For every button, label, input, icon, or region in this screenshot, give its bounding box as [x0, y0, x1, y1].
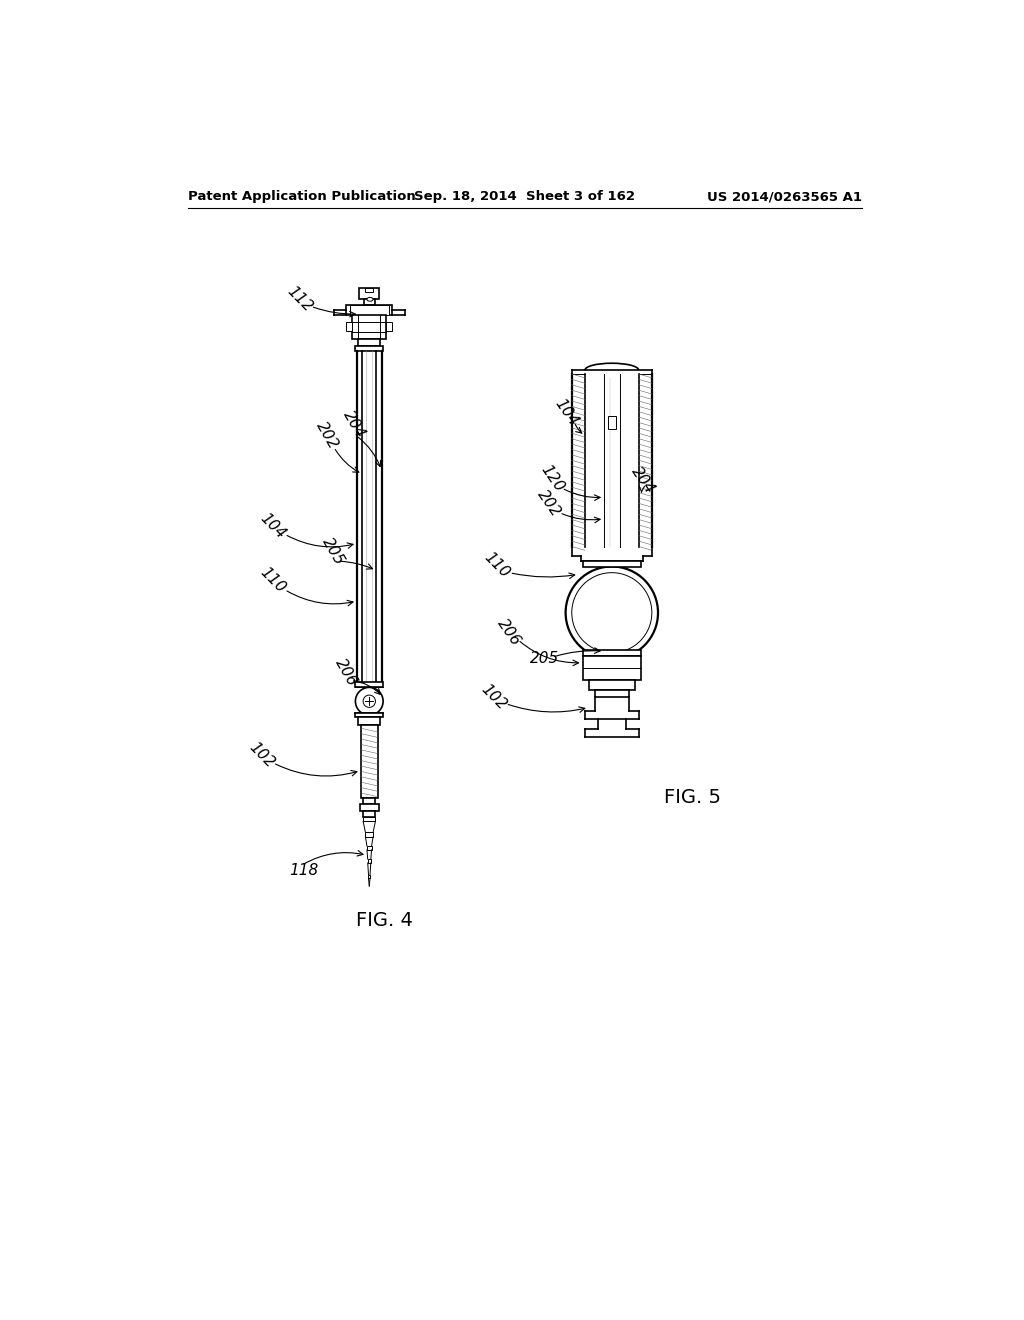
Text: 204: 204	[340, 408, 368, 441]
Bar	[355, 713, 383, 718]
Bar	[346, 305, 392, 315]
Text: 104: 104	[552, 396, 581, 429]
Text: 102: 102	[478, 681, 510, 713]
Text: 202: 202	[313, 420, 341, 451]
Bar	[358, 339, 380, 346]
Text: FIG. 5: FIG. 5	[665, 788, 721, 807]
Bar	[360, 804, 379, 810]
Bar	[350, 305, 388, 315]
Text: 118: 118	[289, 863, 318, 878]
Text: FIG. 4: FIG. 4	[356, 911, 413, 931]
Bar	[359, 288, 379, 298]
Bar	[355, 346, 383, 351]
Bar	[589, 681, 635, 689]
Bar	[355, 682, 383, 688]
Text: Sep. 18, 2014  Sheet 3 of 162: Sep. 18, 2014 Sheet 3 of 162	[415, 190, 635, 203]
Text: 110: 110	[257, 565, 289, 597]
Text: 120: 120	[538, 462, 567, 494]
Bar	[368, 859, 371, 863]
Bar	[366, 288, 373, 293]
Bar	[352, 315, 386, 339]
Text: 112: 112	[285, 284, 315, 315]
Circle shape	[565, 566, 658, 659]
Circle shape	[364, 696, 376, 708]
Text: 110: 110	[480, 549, 512, 581]
Ellipse shape	[367, 297, 373, 301]
Bar	[364, 799, 376, 804]
Bar	[608, 416, 615, 429]
Circle shape	[355, 688, 383, 715]
Text: 102: 102	[246, 739, 278, 771]
Bar	[364, 817, 376, 821]
Text: 205: 205	[319, 535, 347, 568]
Bar	[583, 649, 641, 656]
Bar	[369, 874, 370, 878]
Bar	[364, 810, 376, 817]
Text: 104: 104	[257, 511, 289, 543]
Bar	[386, 322, 392, 331]
Text: 205: 205	[530, 651, 559, 667]
Text: 204: 204	[628, 463, 657, 496]
Bar	[364, 298, 375, 305]
Text: 202: 202	[535, 487, 564, 520]
Bar	[367, 846, 372, 850]
Bar	[358, 718, 380, 725]
Bar	[366, 832, 373, 837]
Bar	[346, 322, 352, 331]
Text: US 2014/0263565 A1: US 2014/0263565 A1	[707, 190, 862, 203]
Text: Patent Application Publication: Patent Application Publication	[188, 190, 416, 203]
Bar	[360, 725, 378, 799]
Bar	[583, 561, 641, 568]
Text: 206: 206	[333, 656, 360, 689]
Circle shape	[571, 573, 652, 653]
Text: 206: 206	[495, 615, 524, 648]
Bar	[595, 689, 629, 697]
Bar	[583, 656, 641, 681]
